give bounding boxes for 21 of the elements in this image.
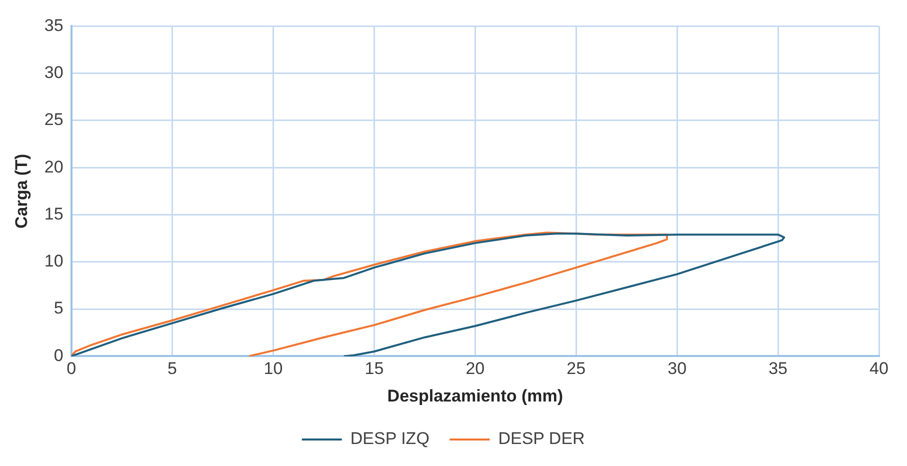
x-tick-label: 20 <box>466 359 485 378</box>
y-tick-label: 30 <box>44 63 64 82</box>
y-tick-label: 5 <box>54 298 64 318</box>
y-tick-label: 35 <box>44 16 64 35</box>
y-tick-label: 0 <box>54 346 64 365</box>
y-tick-label: 15 <box>44 204 64 224</box>
y-axis-title: Carga (T) <box>12 154 31 229</box>
x-tick-label: 10 <box>264 359 283 378</box>
x-tick-label: 35 <box>768 359 788 378</box>
x-tick-label: 40 <box>870 359 888 378</box>
x-tick-label: 5 <box>168 359 178 378</box>
x-tick-label: 0 <box>66 359 76 378</box>
legend-label: DESP IZQ <box>350 429 430 448</box>
x-tick-label: 15 <box>364 359 384 378</box>
y-tick-label: 10 <box>44 252 64 271</box>
y-tick-label: 25 <box>44 110 64 130</box>
x-tick-label: 30 <box>668 359 687 378</box>
legend-label: DESP DER <box>498 429 585 448</box>
x-tick-label: 25 <box>566 359 586 378</box>
y-tick-label: 20 <box>44 157 64 176</box>
x-axis-title: Desplazamiento (mm) <box>387 386 564 406</box>
